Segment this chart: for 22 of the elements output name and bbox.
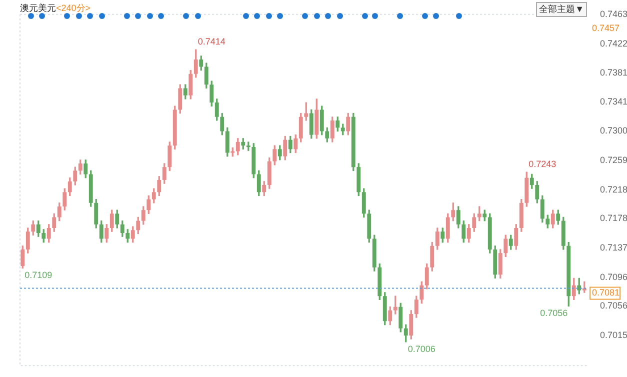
- y-tick-label: 0.7178: [600, 213, 627, 224]
- chart-subtitle: <240分>: [56, 3, 91, 13]
- ref-line-label: 0.7081: [592, 288, 620, 298]
- y-tick-label: 0.7341: [600, 96, 627, 106]
- y-tick-label: 0.7300: [600, 126, 627, 136]
- annotation: 0.7109: [24, 270, 52, 280]
- y-tick-label: 0.7381: [600, 68, 627, 78]
- y-tick-label: 0.7015: [600, 330, 627, 340]
- annotation: 0.7056: [540, 308, 568, 318]
- y-tick-label: 0.7056: [600, 300, 627, 311]
- y-tick-label: 0.7218: [600, 184, 627, 194]
- annotation: 0.7414: [198, 36, 226, 47]
- chart-title: 澳元美元: [20, 3, 56, 13]
- annotation: 0.7006: [408, 344, 436, 354]
- y-tick-label: 0.7096: [600, 272, 627, 282]
- text: 全部主题▼: [536, 2, 587, 17]
- y-tick-label: 0.7259: [600, 155, 627, 166]
- y-tick-label: 0.7463: [600, 8, 627, 19]
- y-tick-label: 0.7137: [600, 242, 627, 253]
- y-tick-label: 0.7422: [600, 38, 627, 48]
- text: 0.7457: [592, 22, 620, 33]
- annotation: 0.7243: [528, 159, 556, 170]
